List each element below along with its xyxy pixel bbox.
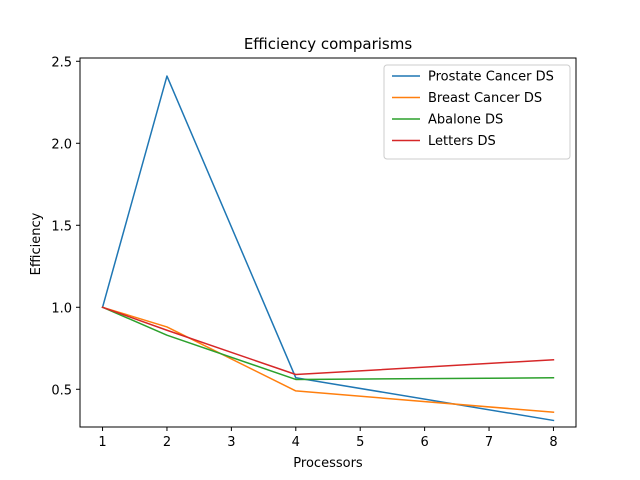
x-axis-title: Processors — [293, 456, 363, 471]
y-tick-label: 1.5 — [51, 219, 72, 234]
x-tick-label: 7 — [485, 435, 493, 450]
y-tick-label: 0.5 — [51, 383, 72, 398]
axes-frame — [79, 57, 577, 428]
chart-title: Efficiency comparisms — [244, 35, 413, 53]
legend-label: Breast Cancer DS — [428, 91, 542, 106]
legend-label: Abalone DS — [428, 113, 503, 128]
y-tick-label: 1.0 — [51, 301, 72, 316]
x-tick-label: 3 — [227, 435, 235, 450]
x-tick-label: 4 — [292, 435, 300, 450]
x-tick-label: 2 — [163, 435, 171, 450]
y-tick-label: 2.5 — [51, 55, 72, 70]
legend-box — [383, 64, 571, 160]
series-line-breast-cancer-ds — [101, 306, 555, 414]
x-tick-label: 5 — [356, 435, 364, 450]
legend-label: Letters DS — [428, 134, 496, 149]
series-line-prostate-cancer-ds — [101, 75, 555, 422]
y-tick-label: 2.0 — [51, 137, 72, 152]
x-tick-label: 6 — [420, 435, 428, 450]
x-tick-label: 1 — [98, 435, 106, 450]
x-tick-label: 8 — [549, 435, 557, 450]
y-axis-title: Efficiency — [29, 212, 44, 275]
plot-area: 1 2 3 4 5 6 7 8 0.5 1.0 1.5 2.0 2.5 Prostate Cancer D… — [51, 55, 577, 450]
legend-label: Prostate Cancer DS — [428, 70, 554, 85]
series-line-letters-ds — [101, 306, 555, 376]
series-line-abalone-ds — [101, 306, 555, 381]
